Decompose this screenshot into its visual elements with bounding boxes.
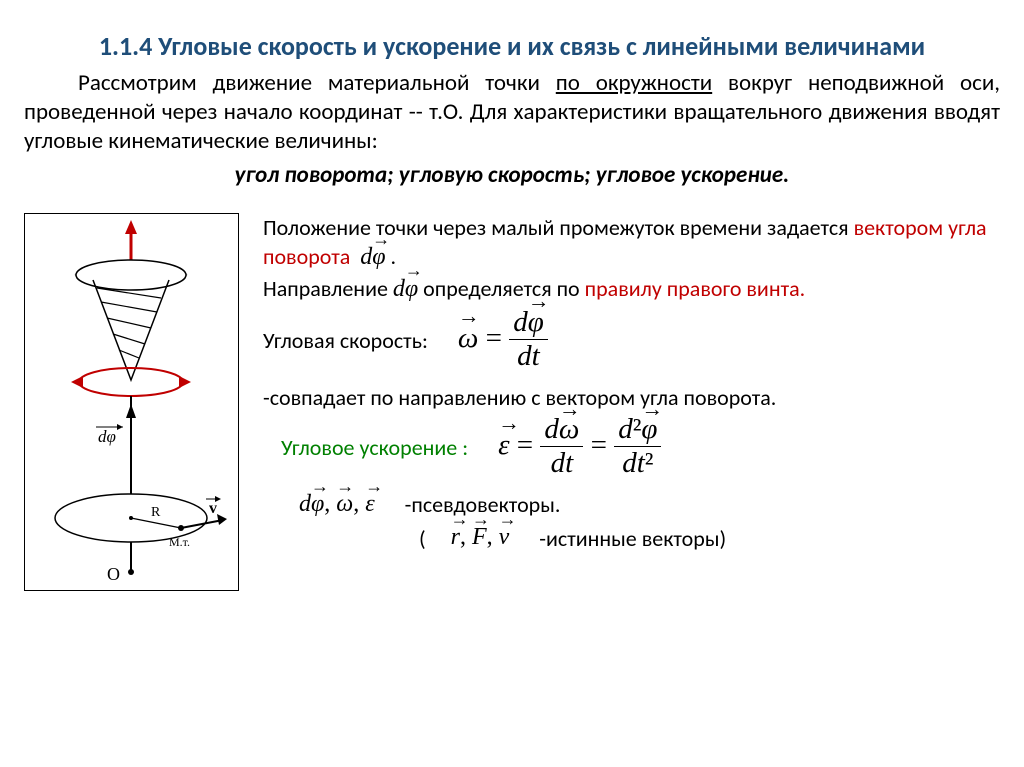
section-title: 1.1.4 Угловые скорость и ускорение и их …	[24, 30, 1000, 63]
p1-underline: по окружности	[556, 69, 712, 97]
angular-velocity-row: Угловая скорость: ω = dφdt	[263, 307, 1000, 373]
intro-paragraph: Рассмотрим движение материальной точки п…	[24, 69, 1000, 157]
r4: -совпадает по направлению с вектором угл…	[263, 383, 1000, 412]
true-row: ( r, F, v -истинные векторы)	[263, 522, 1000, 554]
p1a: Рассмотрим движение материальной точки	[78, 69, 556, 97]
r1: Положение точки через малый промежуток в…	[263, 213, 1000, 274]
formula-epsilon: ε = dωdt = d²φdt²	[498, 414, 661, 480]
r2: Направление dφ определяется по правилу п…	[263, 274, 1000, 306]
r7-label: -истинные векторы)	[539, 524, 726, 553]
figure-screw-rule: dφ R М.т. v	[24, 213, 239, 591]
paren: (	[419, 524, 426, 553]
r1a: Положение точки через малый промежуток в…	[263, 214, 854, 241]
kinematic-list: угол поворота; угловую скорость; угловое…	[24, 161, 1000, 189]
svg-text:R: R	[151, 505, 161, 520]
r3-label: Угловая скорость:	[263, 326, 428, 355]
svg-text:dφ: dφ	[98, 427, 116, 446]
svg-text:O: O	[107, 564, 120, 584]
r5-green: Угловое ускорение :	[281, 433, 468, 462]
r2a: Направление	[263, 275, 393, 302]
svg-text:М.т.: М.т.	[169, 535, 190, 549]
r2b: определяется по	[423, 275, 584, 302]
svg-text:v: v	[209, 500, 217, 517]
true-symbols: r, F, v	[451, 522, 510, 554]
formula-omega: ω = dφdt	[458, 307, 548, 373]
pseudo-symbols: dφ, ω, ε	[299, 489, 375, 521]
r2-red: правилу правого винта.	[585, 275, 806, 302]
pseudo-row: dφ, ω, ε -псевдовекторы.	[263, 489, 1000, 521]
angular-accel-row: Угловое ускорение : ε = dωdt = d²φdt²	[263, 414, 1000, 480]
